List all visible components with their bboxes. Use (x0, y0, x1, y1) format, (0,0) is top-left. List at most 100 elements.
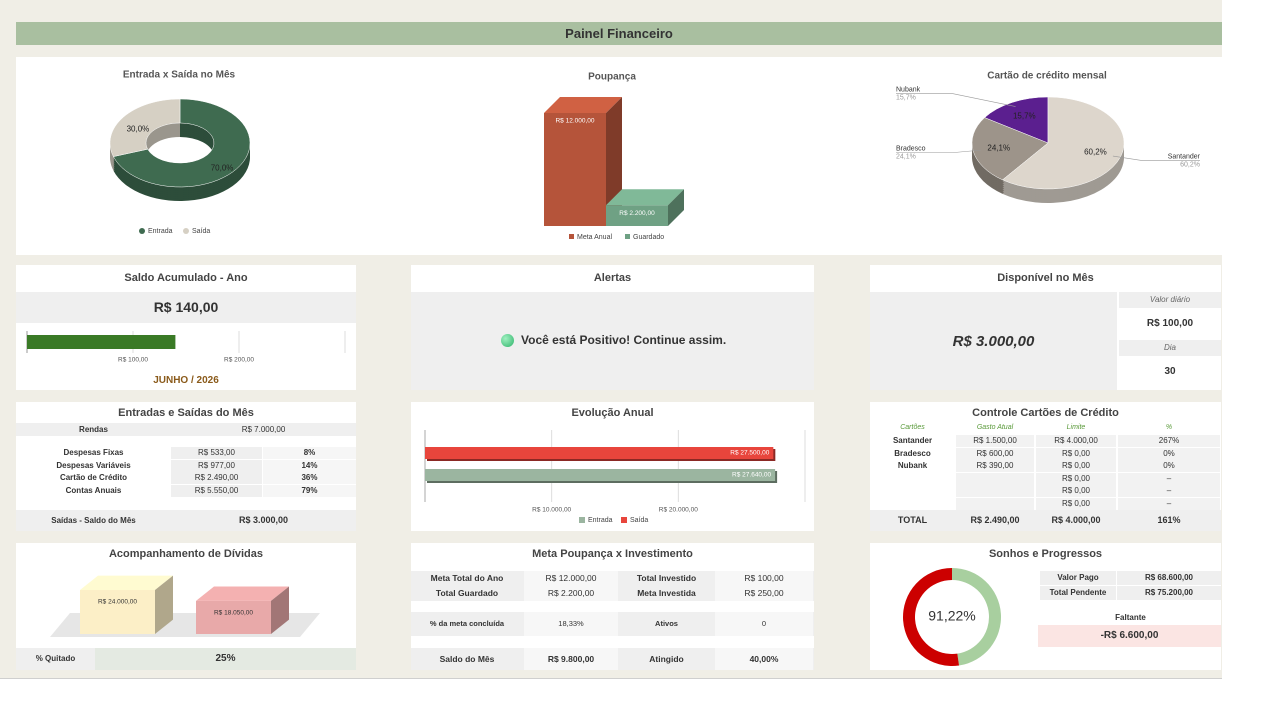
cell: R$ 250,00 (744, 588, 784, 598)
progress-bar (27, 335, 176, 349)
daily-label: Valor diário (1149, 295, 1191, 304)
cell: – (1166, 486, 1172, 495)
card-title: Meta Poupança x Investimento (532, 548, 693, 560)
value-label: 70,0% (211, 164, 234, 173)
bar (425, 447, 774, 459)
cell: R$ 12.000,00 (545, 573, 597, 583)
charts-card: Entrada x Saída no Mês 70,0% 30,0% Entrada S… (16, 57, 1222, 255)
cell: R$ 4.000,00 (1054, 436, 1098, 445)
period-label: JUNHO / 2026 (153, 375, 219, 386)
footer-cell: 161% (1157, 515, 1181, 525)
row-label: Despesas Variáveis (56, 460, 131, 470)
chart-svg: Entrada x Saída no Mês 70,0% 30,0% Entrada S… (109, 70, 1201, 241)
cell: Saldo do Mês (439, 654, 495, 664)
legend-label: Guardado (633, 234, 664, 241)
cell-bg (1036, 497, 1116, 510)
cell: R$ 600,00 (976, 448, 1014, 458)
cell-bg (171, 447, 262, 459)
category-label: Nubank (896, 87, 921, 94)
cell: Total Investido (636, 573, 697, 583)
chart-svg: R$ 24.000,00 R$ 18.050,00 (50, 575, 320, 637)
legend-swatch (579, 517, 585, 523)
row-value: R$ 977,00 (198, 460, 235, 470)
footer-cell: TOTAL (897, 515, 928, 525)
header: Painel Financeiro (16, 22, 1222, 45)
leader-line (896, 149, 981, 153)
cell-bg (1119, 340, 1221, 356)
cell: Atingido (649, 654, 684, 664)
cell: R$ 1.500,00 (973, 436, 1017, 445)
sonhos-value: R$ 75.200,00 (1144, 588, 1194, 597)
header-title: Painel Financeiro (565, 26, 673, 41)
cell-bg (715, 571, 813, 586)
cell-bg (263, 484, 356, 497)
legend-label: Entrada (588, 517, 613, 524)
legend-swatch (569, 234, 574, 239)
box (196, 600, 271, 634)
bar (544, 113, 606, 226)
dividas-card: Acompanhamento de Dívidas R$ 24.000,00 R$ … (16, 543, 356, 670)
saldo-card: Saldo Acumulado - Ano R$ 140,00 R$ 100,00 R… (16, 265, 356, 390)
row-label: Contas Anuais (65, 485, 122, 495)
legend-swatch (139, 228, 145, 234)
card-title: Acompanhamento de Dívidas (108, 548, 264, 560)
slice (113, 98, 251, 188)
cell-bg (1118, 497, 1220, 510)
cell: R$ 0,00 (1061, 486, 1091, 495)
bar-top (606, 189, 684, 206)
cell: Total Guardado (435, 588, 499, 598)
cell-bg (715, 612, 813, 636)
cell: R$ 0,00 (1061, 448, 1091, 458)
total-value: R$ 140,00 (153, 299, 219, 315)
cell-bg (1040, 586, 1116, 600)
cell-bg (95, 648, 356, 670)
box (80, 590, 155, 634)
cell: R$ 390,00 (976, 461, 1014, 470)
disponivel-card: Disponível no Mês R$ 3.000,00 Valor diário… (870, 265, 1221, 390)
cell: Bradesco (894, 448, 931, 458)
sonhos-label: Valor Pago (1057, 573, 1099, 582)
cell-bg (263, 447, 356, 459)
row-label: Cartão de Crédito (59, 473, 128, 482)
cell: 0% (1163, 448, 1175, 458)
card-title: Saldo Acumulado - Ano (124, 272, 248, 284)
quitado-value: 25% (215, 653, 236, 664)
cell-bg (1117, 571, 1221, 585)
cell: R$ 0,00 (1061, 473, 1091, 483)
cell-bg (1118, 460, 1220, 472)
quitado-label: % Quitado (35, 654, 76, 663)
cell-bg (956, 435, 1034, 447)
box-top (80, 575, 173, 590)
cell: 40,00% (749, 654, 779, 664)
row-value: R$ 2.490,00 (194, 473, 239, 482)
slice (1002, 96, 1125, 190)
available-value: R$ 3.000,00 (952, 333, 1035, 350)
cell: – (1166, 473, 1172, 483)
footer-label: Saídas - Saldo do Mês (51, 516, 136, 525)
value-label: 60,2% (1084, 148, 1107, 157)
chart-title: Cartão de crédito mensal (987, 71, 1107, 82)
alertas-card: Alertas Você está Positivo! Continue assi… (411, 265, 814, 390)
cell-bg (870, 292, 1117, 390)
footer-value: R$ 3.000,00 (238, 515, 289, 525)
cell-bg (1036, 435, 1116, 447)
cell-bg (870, 510, 1221, 531)
value-label: 30,0% (127, 125, 150, 134)
value-label: 24,1% (987, 143, 1010, 152)
status-dot (501, 334, 514, 347)
leader-line (1112, 155, 1200, 161)
cell: – (1166, 498, 1172, 508)
sonhos-value: R$ 68.600,00 (1144, 573, 1194, 582)
x-tick-label: R$ 200,00 (224, 357, 254, 364)
cell-bg (524, 571, 618, 586)
cell-bg (956, 485, 1034, 497)
footer-cell: R$ 2.490,00 (970, 515, 1020, 525)
cell-bg (16, 510, 356, 531)
legend-swatch (625, 234, 630, 239)
cell-bg (1038, 625, 1221, 647)
column-header: Cartões (900, 424, 925, 431)
cell-bg (1118, 435, 1220, 447)
column-header: Gasto Atual (976, 424, 1014, 431)
ring-segment (903, 568, 960, 666)
chart-svg: R$ 100,00 R$ 200,00 (26, 331, 346, 364)
